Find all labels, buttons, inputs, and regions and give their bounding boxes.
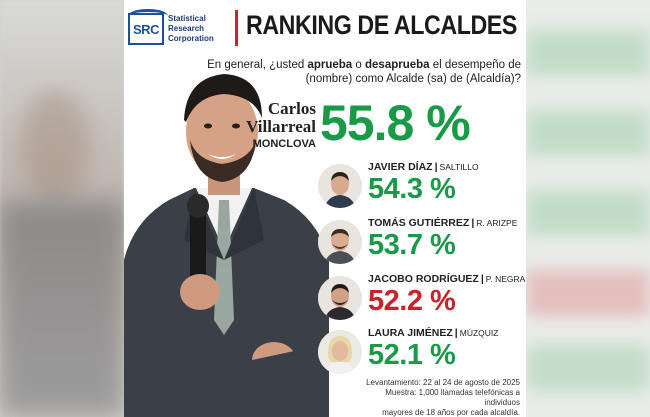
candidate-city: R. ARIZPE	[476, 218, 518, 228]
candidate-avatar	[318, 164, 362, 208]
candidate-avatar	[318, 330, 362, 374]
src-logo-abbr: SRC	[133, 21, 159, 37]
candidate-approval: 52.2 %	[368, 285, 456, 317]
methodology-line: Muestra: 1,000 llamadas telefónicas a in…	[385, 388, 520, 407]
candidate-city: MÚZQUIZ	[459, 328, 499, 338]
candidate-name: TOMÁS GUTIÉRREZ	[368, 217, 470, 229]
question-approve: aprueba	[307, 59, 353, 71]
survey-question: En general, ¿usted aprueba o desaprueba …	[196, 58, 521, 86]
candidate-label: TOMÁS GUTIÉRREZ | R. ARIZPE	[368, 217, 518, 229]
mayor-photo	[124, 74, 329, 417]
leader-city: MONCLOVA	[252, 138, 316, 150]
candidate-label: JAVIER DÍAZ | SALTILLO	[368, 161, 479, 173]
src-logo-mark: SRC	[128, 9, 168, 45]
logo-line: Research	[168, 24, 205, 33]
candidate-row: TOMÁS GUTIÉRREZ | R. ARIZPE 53.7 %	[318, 216, 526, 272]
infographic-panel: SRC Statistical Research Corporation RAN…	[124, 0, 526, 417]
methodology-line: mayores de 18 años por cada alcaldía.	[382, 408, 520, 417]
candidate-approval: 52.1 %	[368, 339, 456, 371]
candidate-label: LAURA JIMÉNEZ | MÚZQUIZ	[368, 327, 499, 339]
candidate-avatar	[318, 276, 362, 320]
candidate-approval: 53.7 %	[368, 229, 456, 261]
blurred-background-right	[526, 0, 650, 417]
candidate-avatar	[318, 220, 362, 264]
candidate-row: JAVIER DÍAZ | SALTILLO 54.3 %	[318, 160, 526, 216]
survey-methodology: Levantamiento: 22 al 24 de agosto de 202…	[354, 378, 520, 417]
question-disapprove: desaprueba	[365, 59, 430, 71]
candidate-approval: 54.3 %	[368, 173, 456, 205]
candidate-city: P. NEGRAS	[485, 274, 526, 284]
question-text: o	[352, 59, 365, 71]
src-logo-wordmark: Statistical Research Corporation	[168, 14, 214, 44]
blurred-background-left	[0, 0, 124, 417]
leader-name: Carlos Villarreal	[224, 100, 316, 136]
candidate-city: SALTILLO	[439, 162, 479, 172]
title-divider	[235, 10, 238, 46]
logo-line: Statistical	[168, 14, 206, 23]
candidate-name: JACOBO RODRÍGUEZ	[368, 273, 479, 285]
leader-approval: 55.8 %	[320, 95, 471, 151]
candidate-name: LAURA JIMÉNEZ	[368, 327, 453, 339]
candidate-row: LAURA JIMÉNEZ | MÚZQUIZ 52.1 %	[318, 326, 526, 382]
src-logo: SRC Statistical Research Corporation	[128, 9, 228, 50]
methodology-line: Levantamiento: 22 al 24 de agosto de 202…	[366, 378, 520, 387]
leader-last-name: Villarreal	[246, 117, 316, 136]
question-text: En general, ¿usted	[207, 59, 308, 71]
leader-first-name: Carlos	[267, 99, 316, 118]
page-title: RANKING DE ALCALDES	[246, 10, 517, 40]
question-text: el desempeño de (nombre) como Alcalde (s…	[305, 59, 521, 85]
logo-line: Corporation	[168, 34, 214, 43]
candidate-row: JACOBO RODRÍGUEZ|P. NEGRAS 52.2 %	[318, 272, 526, 328]
candidate-label: JACOBO RODRÍGUEZ|P. NEGRAS	[368, 273, 526, 285]
candidate-name: JAVIER DÍAZ	[368, 161, 433, 173]
